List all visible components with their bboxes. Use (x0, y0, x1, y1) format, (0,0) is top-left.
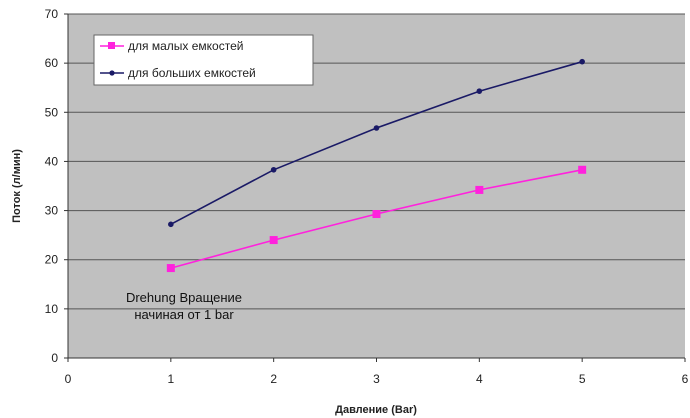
axes (64, 13, 686, 362)
x-tick-label: 4 (476, 372, 483, 386)
annotation-line-1: Drehung Вращение (126, 290, 242, 305)
y-tick-label: 0 (51, 351, 58, 365)
y-axis-title: Поток (л/мин) (11, 149, 23, 223)
legend-marker-large (109, 70, 115, 76)
x-tick-labels: 0 1 2 3 4 5 6 (65, 372, 689, 386)
y-tick-label: 50 (45, 105, 59, 119)
data-point (269, 236, 278, 245)
x-tick-label: 6 (682, 372, 689, 386)
y-tick-label: 20 (45, 253, 59, 267)
data-point (372, 210, 381, 219)
data-point (373, 125, 380, 131)
x-tick-label: 2 (270, 372, 277, 386)
x-axis-title: Давление (Bar) (335, 404, 417, 416)
legend-marker-small (108, 42, 115, 49)
data-point (579, 58, 585, 65)
y-tick-label: 40 (45, 154, 59, 168)
legend: для малых емкостей для больших емкостей (93, 34, 314, 86)
x-tick-label: 1 (167, 372, 174, 386)
data-point (166, 264, 175, 273)
legend-label-large: для больших емкостей (128, 66, 256, 80)
series-group (166, 58, 587, 273)
data-point (476, 88, 483, 94)
y-tick-label: 60 (45, 56, 59, 70)
annotation-line-2: начиная от 1 bar (134, 307, 234, 322)
x-tick-label: 0 (65, 372, 72, 386)
x-tick-label: 3 (373, 372, 380, 386)
y-tick-label: 70 (45, 7, 59, 21)
y-tick-label: 30 (45, 204, 59, 218)
data-point (578, 165, 587, 174)
y-tick-labels: 0 10 20 30 40 50 60 70 (45, 7, 59, 365)
y-tick-label: 10 (45, 302, 59, 316)
data-point (168, 221, 174, 228)
legend-label-small: для малых емкостей (128, 39, 243, 53)
x-tick-label: 5 (579, 372, 586, 386)
legend-box (93, 34, 314, 86)
data-point (475, 185, 484, 194)
data-point (270, 166, 277, 173)
